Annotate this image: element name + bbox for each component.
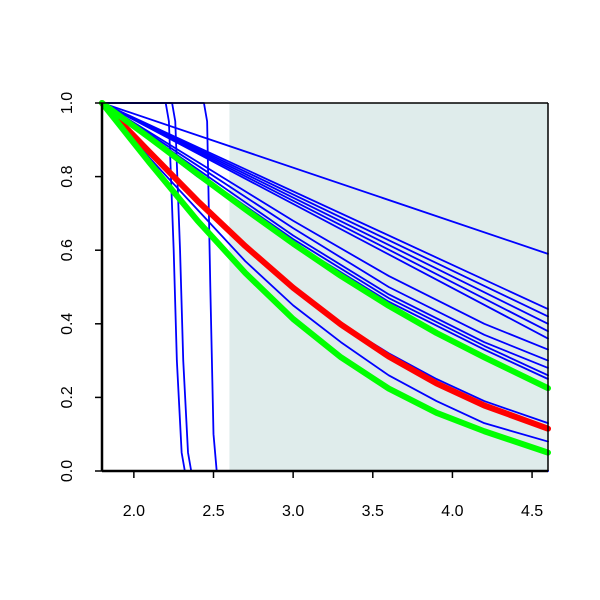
y-tick-label: 1.0 [59, 92, 76, 114]
y-tick-label: 0.0 [59, 460, 76, 482]
y-tick-label: 0.8 [59, 165, 76, 187]
x-tick-label: 2.5 [202, 503, 224, 520]
series-line-2 [99, 100, 551, 456]
y-tick-label: 0.4 [59, 313, 76, 335]
series-line-15 [101, 102, 549, 443]
x-tick-label: 4.0 [441, 503, 463, 520]
series-line-16 [101, 102, 549, 472]
y-tick-label: 0.2 [59, 386, 76, 408]
series-line-10 [101, 102, 549, 362]
y-tick-label: 0.6 [59, 239, 76, 261]
x-tick-label: 3.5 [362, 503, 384, 520]
series-line-1 [99, 100, 551, 392]
y-axis: 0.0 0.2 0.4 0.6 0.8 1.0 [59, 92, 104, 482]
series-line-9 [101, 102, 549, 351]
series-line-11 [101, 102, 549, 369]
x-tick-label: 3.0 [282, 503, 304, 520]
series-line-0 [99, 100, 551, 432]
plot-area [99, 100, 551, 472]
x-axis: 2.0 2.5 3.0 3.5 4.0 4.5 [102, 469, 548, 520]
x-tick-label: 4.5 [521, 503, 543, 520]
series-line-17 [101, 102, 549, 472]
x-tick-label: 2.0 [123, 503, 145, 520]
